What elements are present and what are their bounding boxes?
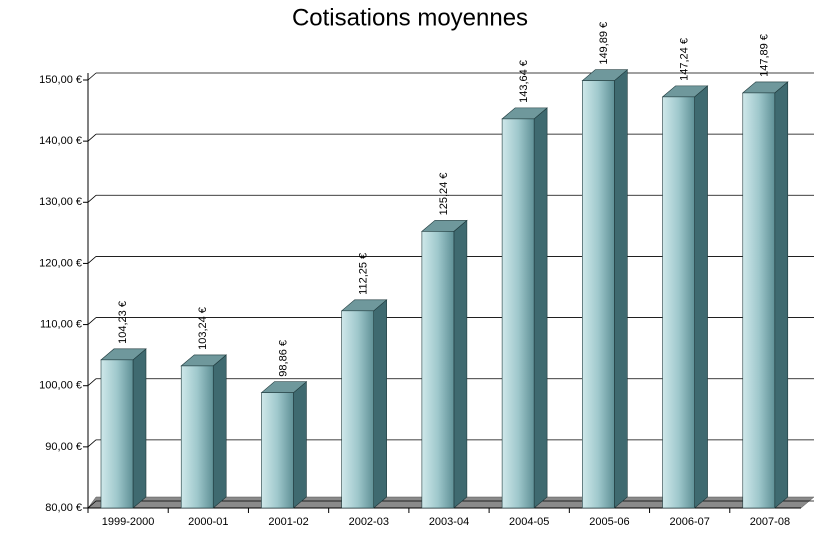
y-tick-label: 120,00 € [39,257,82,269]
bar-side [212,354,227,509]
bar [501,118,535,509]
bar [261,392,294,509]
y-tick-label: 100,00 € [39,380,82,392]
bar [582,80,615,509]
x-tick-label: 2004-05 [509,516,549,528]
x-tick-label: 2007-08 [750,516,790,528]
value-label: 143,64 € [518,60,530,103]
value-label: 125,24 € [438,173,450,216]
value-label: 149,89 € [598,22,610,65]
y-tick-label: 110,00 € [40,318,82,330]
value-label: 98,86 € [277,340,289,377]
grid-line [87,72,97,81]
bar-side [453,219,468,509]
y-tick-label: 130,00 € [39,196,82,208]
x-tick-label: 1999-2000 [102,516,155,528]
x-tick-label: 2000-01 [188,516,228,528]
bar [421,231,455,509]
bar-side [373,299,387,509]
bar-side [694,85,708,509]
bar-side [614,69,628,509]
grid-line [87,194,97,203]
x-tick-label: 2006-07 [669,516,709,528]
grid-line [87,439,97,448]
value-label: 104,23 € [117,301,129,344]
value-label: 147,89 € [759,34,771,77]
bar [742,92,776,509]
x-tick-label: 2005-06 [589,516,629,528]
y-tick-label: 90,00 € [45,441,82,453]
bar-side [774,81,789,509]
grid-line [87,256,97,264]
grid-line [87,378,97,387]
grid-line [87,317,97,325]
x-tick-label: 2001-02 [268,516,308,528]
bar [662,96,695,509]
y-tick-label: 80,00 € [45,502,82,514]
x-tick-label: 2003-04 [429,516,469,528]
grid-line [87,133,97,142]
value-label: 112,25 € [358,253,370,295]
bar-side [293,381,307,509]
bar [100,359,134,509]
value-label: 103,24 € [197,307,209,350]
y-tick-label: 140,00 € [39,135,82,147]
bar [341,310,374,509]
y-tick-label: 150,00 € [39,74,82,86]
value-label: 147,24 € [678,38,690,81]
bar-side [533,107,548,509]
bar-side [132,348,147,509]
grid-line [87,500,97,509]
x-tick-label: 2002-03 [349,516,389,528]
chart-title: Cotisations moyennes [292,4,528,31]
bar [180,365,214,509]
